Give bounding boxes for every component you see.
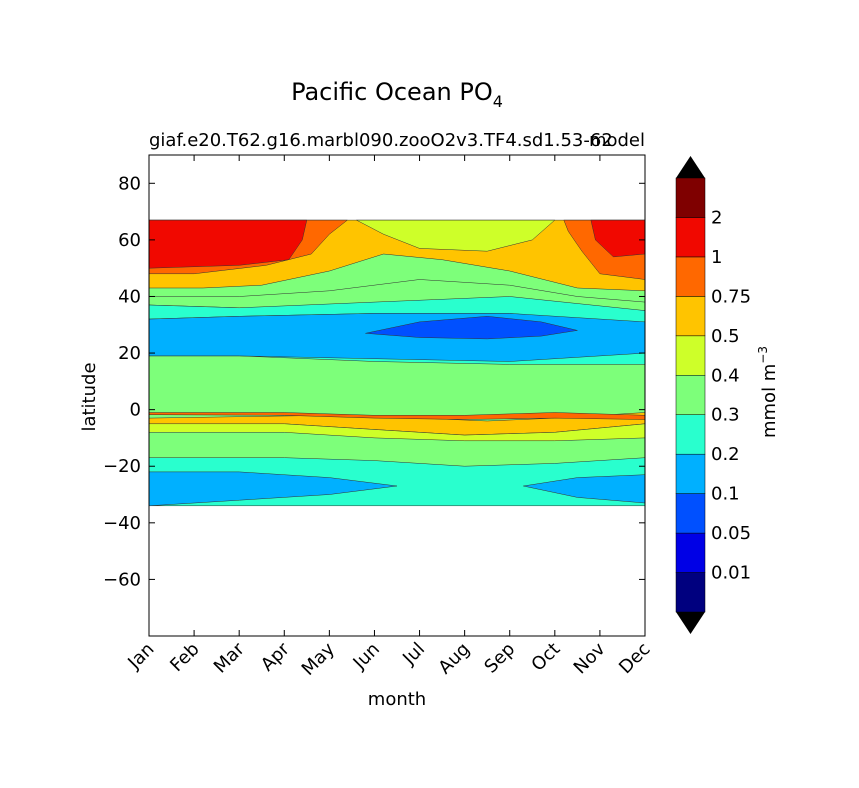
x-tick-label: Apr bbox=[257, 638, 294, 675]
y-axis-label: latitude bbox=[79, 362, 100, 431]
colorbar-segment bbox=[675, 375, 706, 415]
x-tick-label: Feb bbox=[166, 639, 203, 676]
y-tick-label: 60 bbox=[118, 230, 141, 251]
colorbar-tick-label: 0.3 bbox=[711, 405, 740, 426]
colorbar-tick-label: 0.1 bbox=[711, 484, 740, 505]
colorbar-tick-label: 0.2 bbox=[711, 444, 740, 465]
x-tick-label: Oct bbox=[527, 639, 564, 676]
x-tick-label: Nov bbox=[570, 638, 610, 678]
x-tick-label: May bbox=[298, 638, 339, 679]
y-tick-label: −60 bbox=[103, 569, 141, 590]
colorbar-segment bbox=[675, 177, 706, 218]
contour-band-north-red bbox=[149, 219, 308, 269]
chart-subtitle-left: giaf.e20.T62.g16.marbl090.zooO2v3.TF4.sd… bbox=[149, 130, 613, 151]
y-axis: 80 60 40 20 0 −20 −40 −60 bbox=[103, 173, 645, 590]
contour-band-equatorial-orange bbox=[149, 412, 645, 420]
contour-band-mid-deep-blue bbox=[365, 316, 578, 340]
x-tick-label: Dec bbox=[615, 639, 654, 678]
y-tick-label: 80 bbox=[118, 173, 141, 194]
contour-band-south-blue-west bbox=[149, 471, 398, 507]
contour-band-mid-blue bbox=[149, 313, 645, 362]
contour-band-north-red-dec bbox=[590, 219, 645, 258]
colorbar-segment bbox=[675, 217, 706, 258]
colorbar-segment bbox=[675, 296, 706, 337]
x-tick-label: Jun bbox=[349, 639, 384, 674]
x-tick-label: Jul bbox=[398, 639, 429, 670]
contour-band-south-yellow bbox=[149, 423, 645, 442]
y-tick-label: 40 bbox=[118, 286, 141, 307]
x-tick-label: Jan bbox=[123, 639, 158, 674]
colorbar-label-superscript: −3 bbox=[756, 346, 770, 364]
colorbar-tick-label: 0.05 bbox=[711, 523, 751, 544]
y-tick-label: −40 bbox=[103, 513, 141, 534]
colorbar-tick-label: 0.01 bbox=[711, 563, 751, 584]
colorbar-tick-label: 0.4 bbox=[711, 365, 740, 386]
colorbar-extend-high bbox=[676, 156, 705, 178]
y-tick-label: 20 bbox=[118, 343, 141, 364]
colorbar-segment bbox=[675, 532, 706, 573]
colorbar-segment bbox=[675, 335, 706, 376]
colorbar-segment bbox=[675, 493, 706, 534]
colorbar-tick-label: 0.5 bbox=[711, 326, 740, 347]
x-tick-label: Aug bbox=[434, 639, 474, 679]
colorbar-label: mmol m−3 bbox=[756, 346, 780, 438]
colorbar-segment bbox=[675, 256, 706, 297]
colorbar-label-main: mmol m bbox=[759, 364, 780, 438]
contour-band-north-ys bbox=[356, 219, 556, 252]
colorbar: 0.01 0.05 0.1 0.2 0.3 0.4 0.5 0.75 1 2 bbox=[675, 156, 751, 634]
plot-frame bbox=[148, 154, 646, 637]
x-axis-label: month bbox=[368, 689, 426, 710]
colorbar-tick-label: 2 bbox=[711, 207, 722, 228]
chart-title-subscript: 4 bbox=[493, 92, 503, 111]
colorbar-segment bbox=[675, 453, 706, 494]
y-tick-label: 0 bbox=[130, 400, 141, 421]
x-tick-label: Sep bbox=[480, 639, 519, 678]
chart-title: Pacific Ocean PO4 bbox=[291, 78, 503, 111]
colorbar-segment bbox=[675, 572, 706, 613]
colorbar-tick-label: 0.75 bbox=[711, 286, 751, 307]
x-tick-label: Mar bbox=[210, 638, 249, 677]
colorbar-segment bbox=[675, 414, 706, 455]
y-tick-label: −20 bbox=[103, 456, 141, 477]
plot-area bbox=[149, 219, 645, 507]
chart-title-main: Pacific Ocean PO bbox=[291, 78, 493, 106]
contour-band-south-blue-east bbox=[523, 474, 645, 504]
colorbar-tick-label: 1 bbox=[711, 247, 722, 268]
chart-subtitle-right: model bbox=[589, 130, 645, 151]
colorbar-extend-low bbox=[676, 612, 705, 634]
